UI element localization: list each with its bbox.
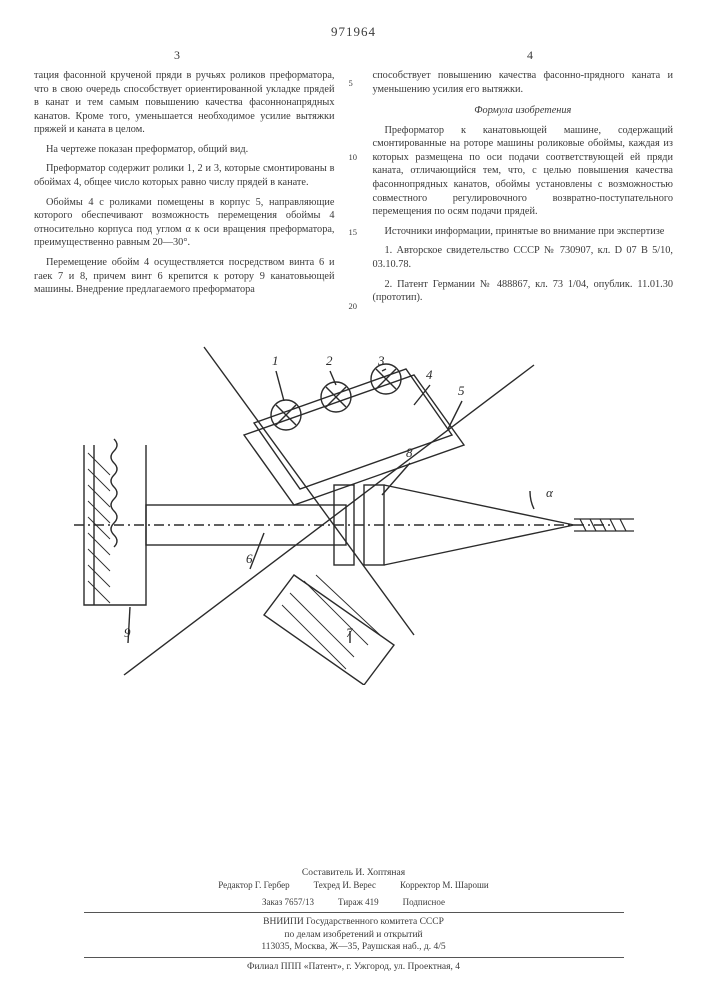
col-num-left: 3 (174, 48, 180, 63)
imprint-footer: Составитель И. Хоптяная Редактор Г. Герб… (0, 867, 707, 974)
callout-3: 3 (377, 353, 385, 368)
callout-5: 5 (458, 383, 465, 398)
left-column: тация фасонной крученой пряди в ручьях р… (34, 69, 335, 311)
para: тация фасонной крученой пряди в ручьях р… (34, 69, 335, 137)
para: 2. Патент Германии № 488867, кл. 73 1/04… (373, 278, 674, 305)
address-1: 113035, Москва, Ж—35, Раушская наб., д. … (0, 941, 707, 954)
para: 1. Авторское свидетельство СССР № 730907… (373, 244, 674, 271)
text-columns: тация фасонной крученой пряди в ручьях р… (34, 69, 673, 311)
para: Обоймы 4 с роликами помещены в корпус 5,… (34, 196, 335, 250)
address-2: Филиал ППП «Патент», г. Ужгород, ул. Про… (0, 961, 707, 974)
callout-7: 7 (346, 625, 353, 640)
col-num-right: 4 (527, 48, 533, 63)
techred: Техред И. Верес (314, 879, 376, 891)
para: Перемещение обойм 4 осуществляется посре… (34, 256, 335, 297)
org-line-1: ВНИИПИ Государственного комитета СССР (0, 916, 707, 929)
callout-8: 8 (406, 445, 413, 460)
corrector: Корректор М. Шароши (400, 879, 489, 891)
formula-title: Формула изобретения (373, 104, 674, 118)
right-column: способствует повышению качества фасонно-… (373, 69, 674, 311)
editor: Редактор Г. Гербер (218, 879, 289, 891)
technical-drawing: 1 2 3 4 5 8 6 7 9 α (54, 335, 654, 685)
angle-label: α (546, 485, 554, 500)
patent-number: 971964 (34, 24, 673, 40)
para: Преформатор к канатовьющей машине, содер… (373, 124, 674, 219)
callout-4: 4 (426, 367, 433, 382)
para: способствует повышению качества фасонно-… (373, 69, 674, 96)
callout-2: 2 (326, 353, 333, 368)
gutter-mark: 15 (349, 228, 359, 237)
callout-1: 1 (272, 353, 279, 368)
podpis: Подписное (403, 896, 445, 908)
tirazh: Тираж 419 (338, 896, 379, 908)
para: Преформатор содержит ролики 1, 2 и 3, ко… (34, 162, 335, 189)
gutter-mark: 20 (349, 302, 359, 311)
line-number-gutter: 5 10 15 20 (349, 69, 359, 311)
order-number: Заказ 7657/13 (262, 896, 314, 908)
gutter-mark: 10 (349, 153, 359, 162)
para: Источники информации, принятые во вниман… (373, 225, 674, 239)
org-line-2: по делам изобретений и открытий (0, 929, 707, 942)
callout-6: 6 (246, 551, 253, 566)
composer: Составитель И. Хоптяная (0, 867, 707, 880)
para: На чертеже показан преформатор, общий ви… (34, 143, 335, 157)
gutter-mark: 5 (349, 79, 359, 88)
callout-9: 9 (124, 625, 131, 640)
